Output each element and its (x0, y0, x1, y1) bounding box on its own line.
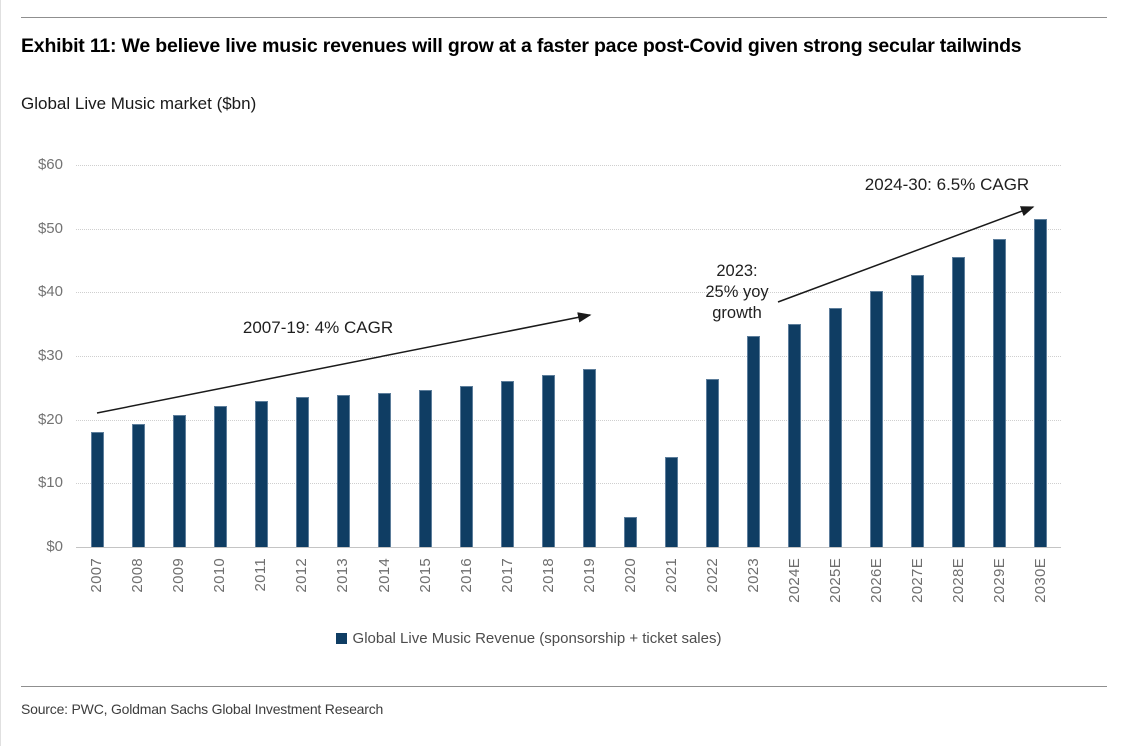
bar-2021 (665, 456, 679, 547)
x-tick-2009: 2009 (170, 558, 188, 593)
source-note: Source: PWC, Goldman Sachs Global Invest… (21, 701, 384, 717)
gridline-20 (76, 419, 1061, 421)
y-tick-0: $0 (46, 538, 63, 555)
gridline-10 (76, 483, 1061, 485)
x-tick-2021: 2021 (662, 558, 680, 593)
x-tick-2013: 2013 (334, 558, 352, 593)
bar-2010 (213, 405, 227, 547)
x-tick-2014: 2014 (375, 558, 393, 593)
x-tick-2025E: 2025E (826, 558, 844, 603)
chart-legend: Global Live Music Revenue (sponsorship +… (1, 630, 1056, 647)
bar-2013 (336, 395, 350, 547)
legend-series-label: Global Live Music Revenue (sponsorship +… (352, 630, 722, 647)
bar-2009 (172, 414, 186, 547)
y-tick-20: $20 (37, 410, 63, 428)
y-tick-50: $50 (37, 219, 63, 237)
bar-2011 (254, 400, 268, 547)
x-tick-2030E: 2030E (1031, 558, 1049, 603)
bar-2007 (90, 431, 104, 547)
bar-2016 (460, 385, 474, 547)
y-tick-60: $60 (37, 156, 63, 173)
x-tick-2015: 2015 (416, 558, 434, 593)
y-tick-40: $40 (37, 283, 63, 301)
bar-2017 (501, 381, 515, 547)
bar-2028E (952, 256, 966, 547)
x-tick-2010: 2010 (211, 558, 229, 593)
bar-2014 (378, 392, 391, 547)
x-tick-2029E: 2029E (990, 558, 1008, 603)
bar-2029E (993, 238, 1007, 547)
exhibit-subtitle: Global Live Music market ($bn) (21, 94, 257, 113)
bar-2008 (131, 423, 145, 547)
bar-2026E (870, 291, 884, 547)
x-tick-2022: 2022 (703, 558, 721, 593)
x-tick-2007: 2007 (88, 558, 106, 593)
annotation-2023-yoy-growth: 2023: 25% yoy growth (705, 262, 769, 322)
x-tick-2011: 2011 (252, 558, 270, 592)
bar-2023 (747, 336, 761, 547)
x-tick-2024E: 2024E (785, 558, 803, 603)
x-tick-2023: 2023 (744, 558, 762, 593)
x-tick-2008: 2008 (129, 558, 147, 593)
x-tick-2018: 2018 (539, 558, 557, 593)
bar-2027E (911, 275, 925, 547)
bar-2015 (419, 389, 433, 547)
annotation-cagr-2024-30: 2024-30: 6.5% CAGR (864, 175, 1030, 194)
top-divider (21, 17, 1107, 18)
legend-marker-square (335, 633, 347, 644)
exhibit-title: Exhibit 11: We believe live music revenu… (21, 35, 1022, 57)
x-tick-2027E: 2027E (908, 558, 926, 603)
gridline-0 (76, 547, 1061, 548)
bar-2019 (583, 368, 597, 547)
bar-2020 (624, 517, 638, 547)
bar-chart-plot-area (76, 165, 1061, 548)
x-tick-2016: 2016 (457, 558, 475, 593)
bar-2012 (295, 396, 309, 547)
y-tick-10: $10 (37, 474, 63, 492)
x-tick-2012: 2012 (293, 558, 311, 593)
bar-2025E (829, 307, 843, 547)
x-tick-2028E: 2028E (949, 558, 967, 603)
bottom-divider (21, 686, 1107, 687)
bar-2024E (788, 324, 802, 547)
bar-2022 (706, 378, 720, 547)
gridline-60 (76, 165, 1061, 166)
bar-2030E (1034, 219, 1048, 547)
x-tick-2019: 2019 (580, 558, 598, 593)
bar-2018 (542, 375, 556, 547)
gridline-40 (76, 292, 1061, 294)
gridline-50 (76, 228, 1061, 230)
x-tick-2020: 2020 (621, 558, 639, 593)
y-tick-30: $30 (37, 347, 63, 364)
x-tick-2026E: 2026E (867, 558, 885, 603)
x-tick-2017: 2017 (498, 558, 516, 593)
annotation-cagr-2007-19: 2007-19: 4% CAGR (242, 318, 394, 337)
